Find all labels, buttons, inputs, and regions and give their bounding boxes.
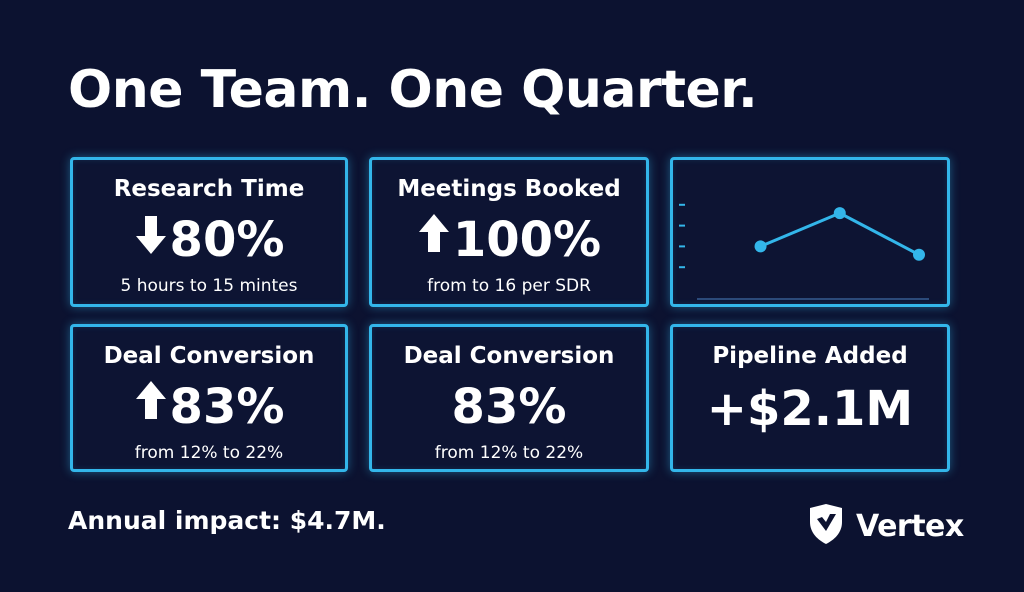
- series-line: [759, 211, 920, 257]
- arrow-up-icon: [417, 212, 451, 271]
- card-value: +$2.1M: [706, 381, 914, 437]
- card-subtext: 5 hours to 15 mintes: [120, 276, 298, 296]
- card-label: Deal Conversion: [103, 343, 315, 369]
- data-point: [754, 240, 767, 253]
- research-time-card: Research Time 80% 5 hours to 15 mintes: [70, 157, 348, 307]
- trend-chart-card: [670, 157, 950, 307]
- card-label: Deal Conversion: [403, 343, 615, 369]
- arrow-down-icon: [134, 212, 168, 271]
- card-label: Meetings Booked: [397, 176, 621, 202]
- annual-impact-text: Annual impact: $4.7M.: [68, 506, 386, 535]
- card-value: 83%: [169, 379, 285, 435]
- card-label: Research Time: [113, 176, 305, 202]
- deal-conversion-card-2: Deal Conversion 83% from 12% to 22%: [369, 324, 649, 472]
- data-point: [833, 207, 846, 220]
- brand-logo: Vertex: [806, 504, 964, 548]
- data-point: [913, 248, 925, 261]
- card-label: Pipeline Added: [712, 343, 908, 369]
- pipeline-added-card: Pipeline Added +$2.1M: [670, 324, 950, 472]
- card-value: 83%: [451, 379, 567, 435]
- card-value-row: 83%: [73, 379, 345, 438]
- card-value-row: +$2.1M: [673, 381, 947, 437]
- trend-line-chart: [679, 203, 929, 300]
- brand-name: Vertex: [856, 508, 964, 544]
- deal-conversion-card: Deal Conversion 83% from 12% to 22%: [70, 324, 348, 472]
- card-value-row: 100%: [372, 212, 646, 271]
- arrow-up-icon: [134, 379, 168, 438]
- card-value-row: 83%: [372, 379, 646, 435]
- vertex-shield-logo-icon: [806, 502, 846, 550]
- card-subtext: from 12% to 22%: [134, 443, 284, 463]
- card-value: 100%: [452, 212, 602, 268]
- card-subtext: from to 16 per SDR: [427, 276, 591, 296]
- page-title: One Team. One Quarter.: [68, 60, 758, 120]
- meetings-booked-card: Meetings Booked 100% from to 16 per SDR: [369, 157, 649, 307]
- card-value: 80%: [169, 212, 285, 268]
- card-value-row: 80%: [73, 212, 345, 271]
- card-subtext: from 12% to 22%: [434, 443, 584, 463]
